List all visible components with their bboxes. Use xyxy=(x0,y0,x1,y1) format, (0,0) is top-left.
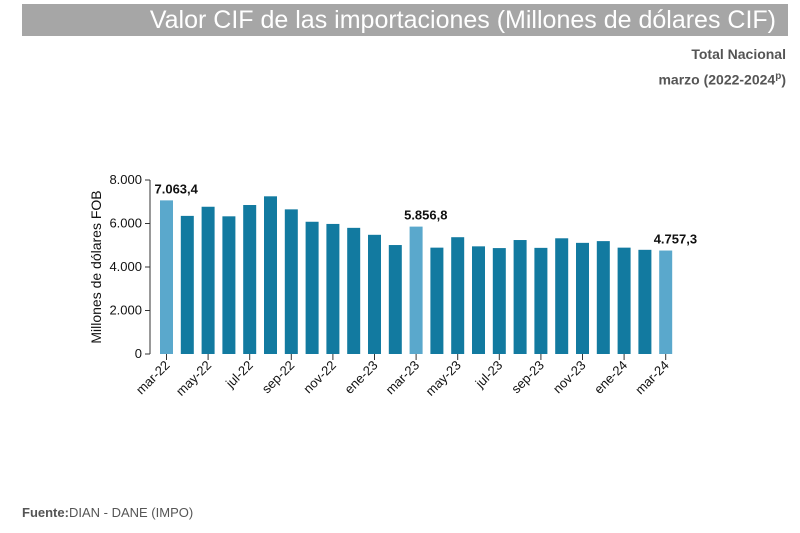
x-tick-label: ene-23 xyxy=(341,358,380,397)
bar-oct-23 xyxy=(555,238,568,354)
bar-sep-23 xyxy=(534,248,547,354)
bar-ene-23 xyxy=(368,235,381,354)
y-tick-label: 2.000 xyxy=(109,303,142,318)
x-tick-label: sep-22 xyxy=(259,358,298,397)
source-note: Fuente:DIAN - DANE (IMPO) xyxy=(22,505,193,520)
y-tick-label: 6.000 xyxy=(109,216,142,231)
bar-mar-23 xyxy=(410,227,423,354)
y-axis-label: Millones de dólares FOB xyxy=(88,190,104,343)
y-tick-label: 4.000 xyxy=(109,259,142,274)
x-tick-label: mar-24 xyxy=(632,358,672,398)
bar-feb-24 xyxy=(638,250,651,354)
bar-abr-23 xyxy=(430,248,443,354)
x-tick-label: jul-23 xyxy=(472,358,506,392)
x-tick-label: mar-22 xyxy=(133,358,173,398)
x-tick-label: may-23 xyxy=(423,358,464,399)
bar-dic-22 xyxy=(347,228,360,354)
bar-jul-23 xyxy=(493,248,506,354)
bar-jul-22 xyxy=(243,205,256,354)
x-tick-label: ene-24 xyxy=(591,358,630,397)
bar-nov-23 xyxy=(576,243,589,354)
x-tick-label: jul-22 xyxy=(222,358,256,392)
x-tick-label: sep-23 xyxy=(508,358,547,397)
bar-jun-23 xyxy=(472,246,485,354)
bar-nov-22 xyxy=(326,224,339,354)
bar-dic-23 xyxy=(597,241,610,354)
x-tick-label: nov-23 xyxy=(550,358,589,397)
source-label: Fuente: xyxy=(22,505,69,520)
bar-sep-22 xyxy=(285,209,298,354)
bar-mar-22 xyxy=(160,200,173,354)
x-tick-label: mar-23 xyxy=(382,358,422,398)
data-label: 5.856,8 xyxy=(404,208,447,223)
bar-oct-22 xyxy=(306,222,319,354)
bar-abr-22 xyxy=(181,216,194,354)
bar-mar-24 xyxy=(659,251,672,354)
bar-ago-22 xyxy=(264,196,277,354)
y-tick-label: 0 xyxy=(135,346,142,361)
bar-ene-24 xyxy=(618,248,631,354)
y-tick-label: 8.000 xyxy=(109,172,142,187)
data-label: 4.757,3 xyxy=(654,232,697,247)
data-label: 7.063,4 xyxy=(155,181,199,196)
bar-ago-23 xyxy=(514,240,527,354)
bar-jun-22 xyxy=(222,216,235,354)
bar-may-22 xyxy=(202,207,215,354)
bar-feb-23 xyxy=(389,245,402,354)
bar-chart: 0 2.000 4.000 6.000 8.000 Millones de dólares… xyxy=(0,0,800,533)
x-tick-label: nov-22 xyxy=(300,358,339,397)
source-text: DIAN - DANE (IMPO) xyxy=(69,505,193,520)
x-tick-label: may-22 xyxy=(173,358,214,399)
bar-may-23 xyxy=(451,237,464,354)
